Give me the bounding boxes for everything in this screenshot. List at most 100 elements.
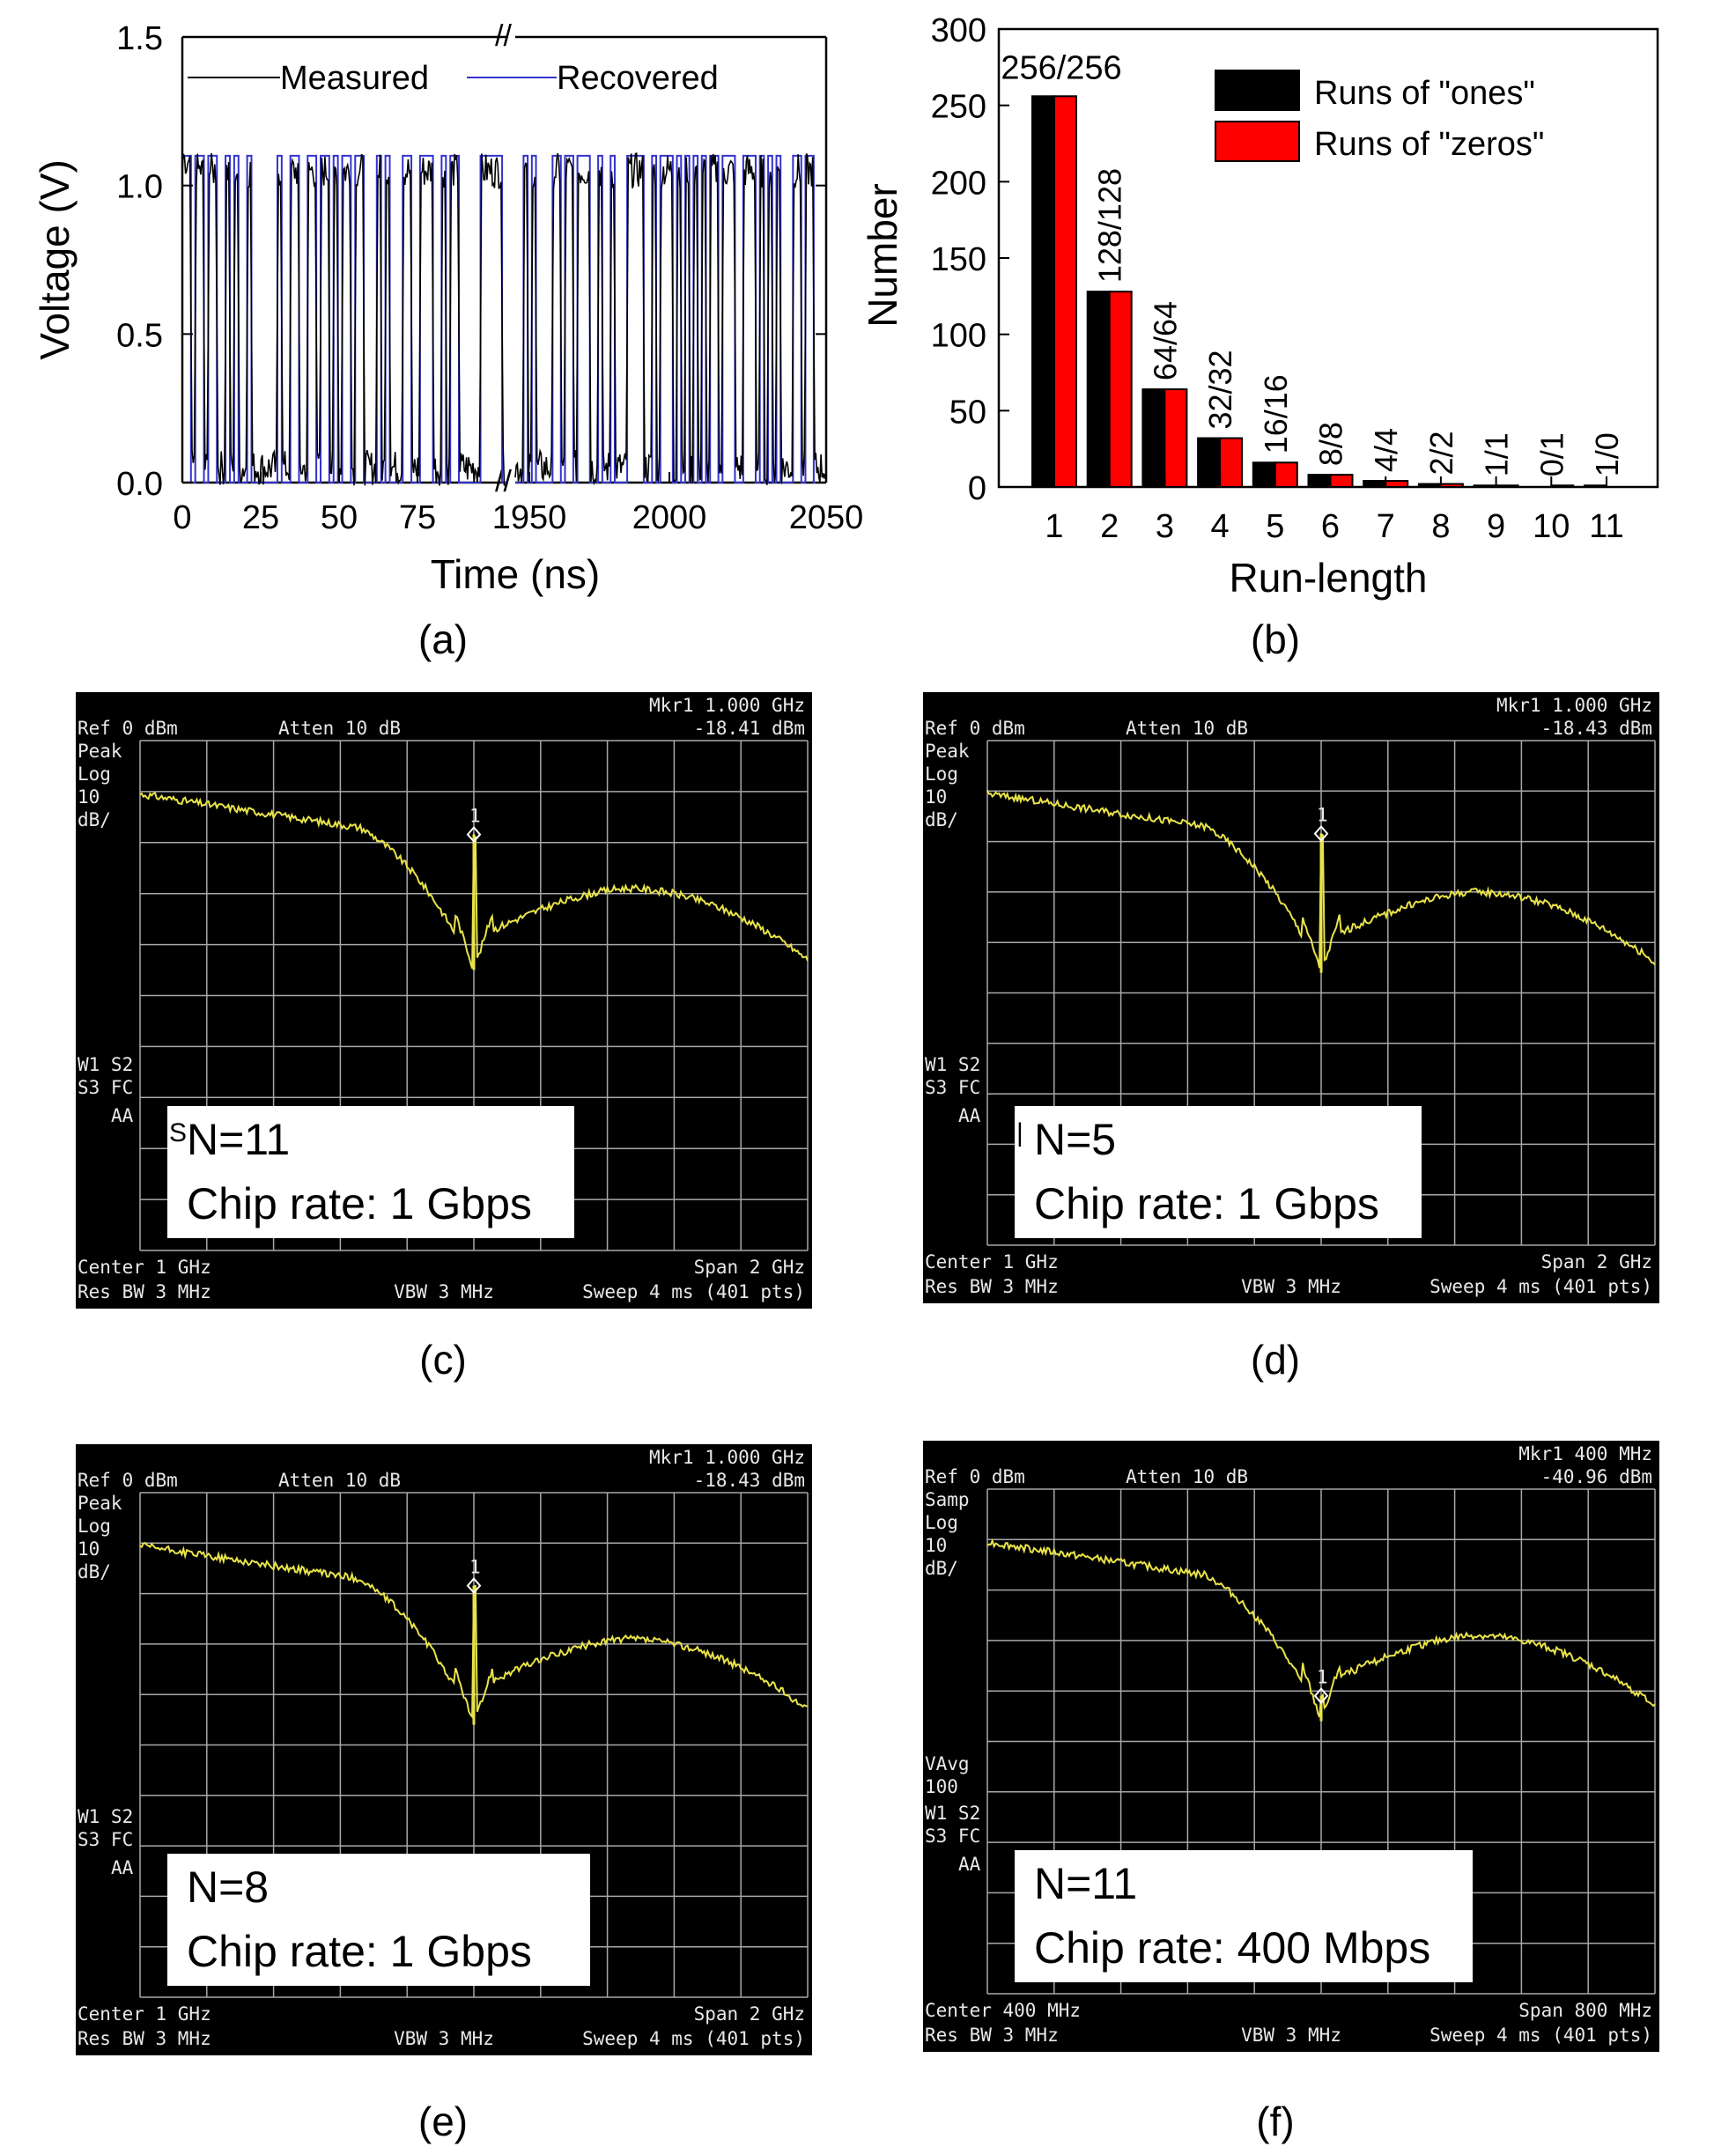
measured-trace <box>514 152 826 486</box>
bar-ones <box>1197 437 1222 488</box>
y-tick-label-b: 150 <box>931 241 986 278</box>
scale-unit: dB/ <box>78 809 111 830</box>
trace-s3: S3 FC <box>78 1829 133 1850</box>
resolution-bandwidth: Res BW 3 MHz <box>925 1276 1059 1297</box>
bar-data-label: 256/256 <box>1001 49 1121 86</box>
legend-measured-label: Measured <box>280 60 429 97</box>
annotation-n: N=11 <box>187 1115 290 1164</box>
x-tick-label-a: 1950 <box>492 499 567 536</box>
marker-level: -40.96 dBm <box>1541 1466 1652 1487</box>
bar-ones <box>1307 474 1332 489</box>
bar-zeros <box>1439 483 1464 488</box>
bar-zeros <box>1108 291 1133 488</box>
annotation-n: N=11 <box>1034 1859 1137 1908</box>
ref-level: Ref 0 dBm <box>925 718 1025 739</box>
spectrum-trace <box>986 789 1656 969</box>
annotation-peek: S <box>169 1118 187 1147</box>
x-tick-label-a: 2050 <box>789 499 864 536</box>
marker-diamond <box>1313 1687 1329 1705</box>
scale-type: Log <box>78 1516 111 1537</box>
trace-w1: W1 S2 <box>78 1806 133 1827</box>
x-tick-label-a: 25 <box>242 499 279 536</box>
x-tick-label-b: 9 <box>1487 508 1505 545</box>
spectrum-panel-d: Ref 0 dBm Atten 10 dB Mkr1 1.000 GHz-18.43… <box>923 692 1659 1383</box>
x-tick-label-b: 5 <box>1266 508 1284 545</box>
plot-b-frame <box>997 27 1659 489</box>
trace-aa: AA <box>958 1854 981 1875</box>
bar-zeros <box>1385 480 1409 488</box>
scale-value: 10 <box>78 786 100 808</box>
annotation-box <box>167 1106 574 1238</box>
bar-ones <box>1584 484 1607 488</box>
x-tick-label-b: 6 <box>1321 508 1340 545</box>
x-axis-title-b: Run-length <box>1229 555 1427 601</box>
spectrum-panel-f: Ref 0 dBm Atten 10 dB Mkr1 400 MHz-40.96 d… <box>923 1441 1659 2144</box>
trace-s3: S3 FC <box>925 1077 980 1098</box>
bar-zeros <box>1163 388 1188 489</box>
bar-data-label: 1/1 <box>1479 432 1515 476</box>
frequency-span: Span 2 GHz <box>1541 1251 1652 1272</box>
marker-level: -18.41 dBm <box>694 718 805 739</box>
axis-break-bottom: // <box>495 465 512 498</box>
bar-data-label: 1/0 <box>1589 432 1625 476</box>
x-tick-label-a: 2000 <box>632 499 707 536</box>
legend-ones-label: Runs of "ones" <box>1314 75 1535 112</box>
scale-type: Log <box>78 763 111 785</box>
resolution-bandwidth: Res BW 3 MHz <box>78 2028 211 2049</box>
frequency-span: Span 800 MHz <box>1518 2000 1652 2021</box>
bar-data-label: 32/32 <box>1202 350 1238 429</box>
marker-frequency: Mkr1 400 MHz <box>1518 1443 1652 1464</box>
y-tick-label-b: 50 <box>949 394 986 431</box>
y-tick-label-a: 1.5 <box>116 20 163 57</box>
attenuation: Atten 10 dB <box>278 1470 401 1491</box>
x-tick-label-b: 3 <box>1156 508 1174 545</box>
bar-ones <box>1086 291 1111 488</box>
y-tick-label-b: 0 <box>968 470 986 507</box>
screen-background <box>76 1444 812 2055</box>
attenuation: Atten 10 dB <box>278 718 401 739</box>
x-tick-label-b: 11 <box>1589 508 1623 545</box>
scale-unit: dB/ <box>925 1558 958 1579</box>
y-axis-title-b: Number <box>860 183 905 328</box>
detector-mode: Peak <box>78 1493 122 1514</box>
resolution-bandwidth: Res BW 3 MHz <box>78 1281 211 1302</box>
trace-aa: AA <box>111 1857 134 1878</box>
video-bandwidth: VBW 3 MHz <box>1241 1276 1341 1297</box>
y-tick-label-b: 200 <box>931 165 986 202</box>
screen-background <box>76 692 812 1309</box>
sweep-time: Sweep 4 ms (401 pts) <box>1429 2025 1652 2046</box>
panel-label: (c) <box>419 1337 467 1383</box>
marker-number: 1 <box>469 806 481 827</box>
screen-background <box>923 1441 1659 2052</box>
center-frequency: Center 1 GHz <box>925 1251 1059 1272</box>
detector-mode: Samp <box>925 1489 970 1510</box>
recovered-trace <box>182 154 506 483</box>
screen-background <box>923 692 1659 1303</box>
bar-zeros <box>1219 437 1244 488</box>
detector-mode: Peak <box>925 741 970 762</box>
y-tick-label-b: 100 <box>931 318 986 355</box>
y-tick-label-b: 250 <box>931 89 986 126</box>
annotation-n: N=8 <box>187 1863 269 1912</box>
x-tick-label-b: 7 <box>1377 508 1395 545</box>
bar-ones <box>1417 483 1442 488</box>
x-axis-title-a: Time (ns) <box>431 551 601 597</box>
annotation-box <box>167 1854 590 1986</box>
scale-type: Log <box>925 1512 958 1533</box>
bar-zeros <box>1274 461 1298 488</box>
bar-zeros <box>1550 484 1575 488</box>
bar-data-label: 0/1 <box>1533 432 1570 476</box>
annotation-chip-rate: Chip rate: 1 Gbps <box>1034 1179 1379 1228</box>
marker-number: 1 <box>1317 805 1328 826</box>
detector-mode: Peak <box>78 741 122 762</box>
trace-s3: S3 FC <box>78 1077 133 1098</box>
scale-value: 10 <box>925 1535 947 1556</box>
marker-number: 1 <box>1317 1667 1328 1688</box>
x-tick-label-b: 10 <box>1533 508 1570 545</box>
marker-level: -18.43 dBm <box>1541 718 1652 739</box>
x-tick-label-b: 2 <box>1100 508 1119 545</box>
x-tick-label-a: 75 <box>399 499 436 536</box>
panel-label-b: (b) <box>1251 616 1300 662</box>
frequency-span: Span 2 GHz <box>694 1257 805 1278</box>
